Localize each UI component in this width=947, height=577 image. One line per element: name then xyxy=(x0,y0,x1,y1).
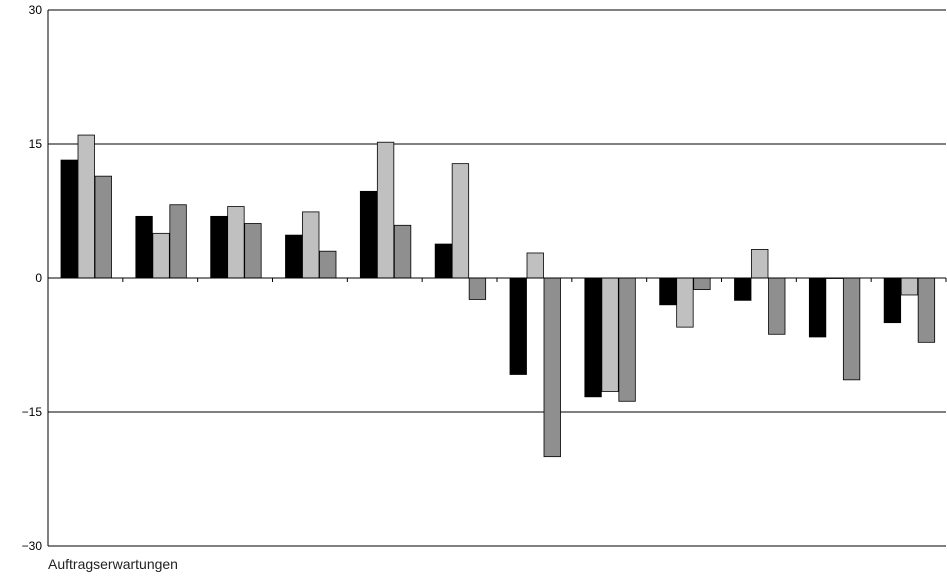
bar xyxy=(693,277,711,291)
axes xyxy=(47,10,947,546)
bar xyxy=(584,277,602,398)
bar xyxy=(883,277,902,324)
bar xyxy=(319,250,337,279)
bar xyxy=(659,277,677,306)
x-axis-title: Auftragserwartungen xyxy=(48,556,178,572)
bar xyxy=(543,277,561,458)
bar xyxy=(768,277,786,335)
bar xyxy=(842,277,861,381)
bar xyxy=(77,134,95,279)
bar xyxy=(676,277,694,328)
y-tick-label: −30 xyxy=(22,539,43,553)
bar xyxy=(434,243,453,279)
bar xyxy=(359,190,378,279)
bar xyxy=(468,277,487,300)
bar xyxy=(451,163,470,279)
bar xyxy=(152,232,170,279)
bar xyxy=(210,215,228,279)
bar xyxy=(94,175,112,279)
bar xyxy=(302,211,320,279)
bar xyxy=(734,277,752,301)
bars xyxy=(60,134,936,458)
bar xyxy=(393,224,412,279)
y-tick-label: −15 xyxy=(22,405,43,419)
bar xyxy=(169,204,187,279)
bar xyxy=(808,277,827,338)
tick-labels: 30 15 0 −30 −15 xyxy=(22,3,43,553)
bar xyxy=(285,234,303,279)
bar xyxy=(509,277,527,375)
bar xyxy=(135,215,153,279)
bar xyxy=(526,252,544,279)
bar xyxy=(244,223,262,279)
bar xyxy=(900,277,919,296)
gridlines xyxy=(48,9,946,547)
bar xyxy=(917,277,936,343)
bar xyxy=(618,277,636,402)
y-tick-label: 0 xyxy=(35,271,42,285)
y-tick-label: 15 xyxy=(29,137,43,151)
bar xyxy=(751,249,769,279)
y-tick-label: 30 xyxy=(29,3,43,17)
bar xyxy=(601,277,619,392)
bar xyxy=(227,206,245,279)
bar xyxy=(376,141,395,279)
bar xyxy=(60,159,78,279)
